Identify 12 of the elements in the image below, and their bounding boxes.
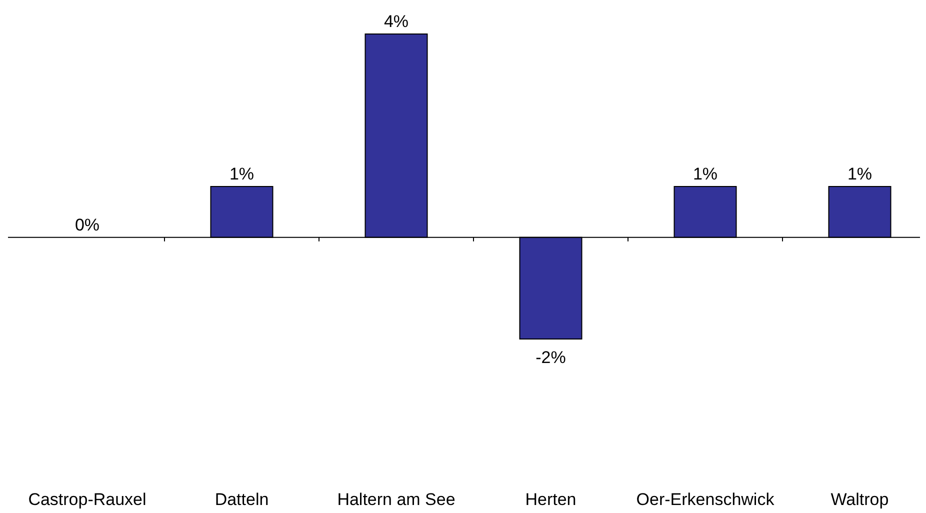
data-label: 0% [74, 215, 100, 234]
x-tick-label: Waltrop [830, 490, 889, 509]
data-label: 1% [229, 164, 254, 184]
data-label: 1% [692, 164, 718, 184]
data-label: 4% [384, 12, 409, 31]
x-tick-label: Oer-Erkenschwick [636, 490, 775, 509]
x-tick-label: Datteln [214, 490, 269, 509]
x-tick-label: Castrop-Rauxel [28, 490, 146, 509]
x-tick-label: Haltern am See [337, 490, 456, 509]
x-tick-label: Herten [525, 490, 576, 509]
data-label: -2% [536, 348, 566, 367]
data-label: 1% [847, 164, 872, 184]
